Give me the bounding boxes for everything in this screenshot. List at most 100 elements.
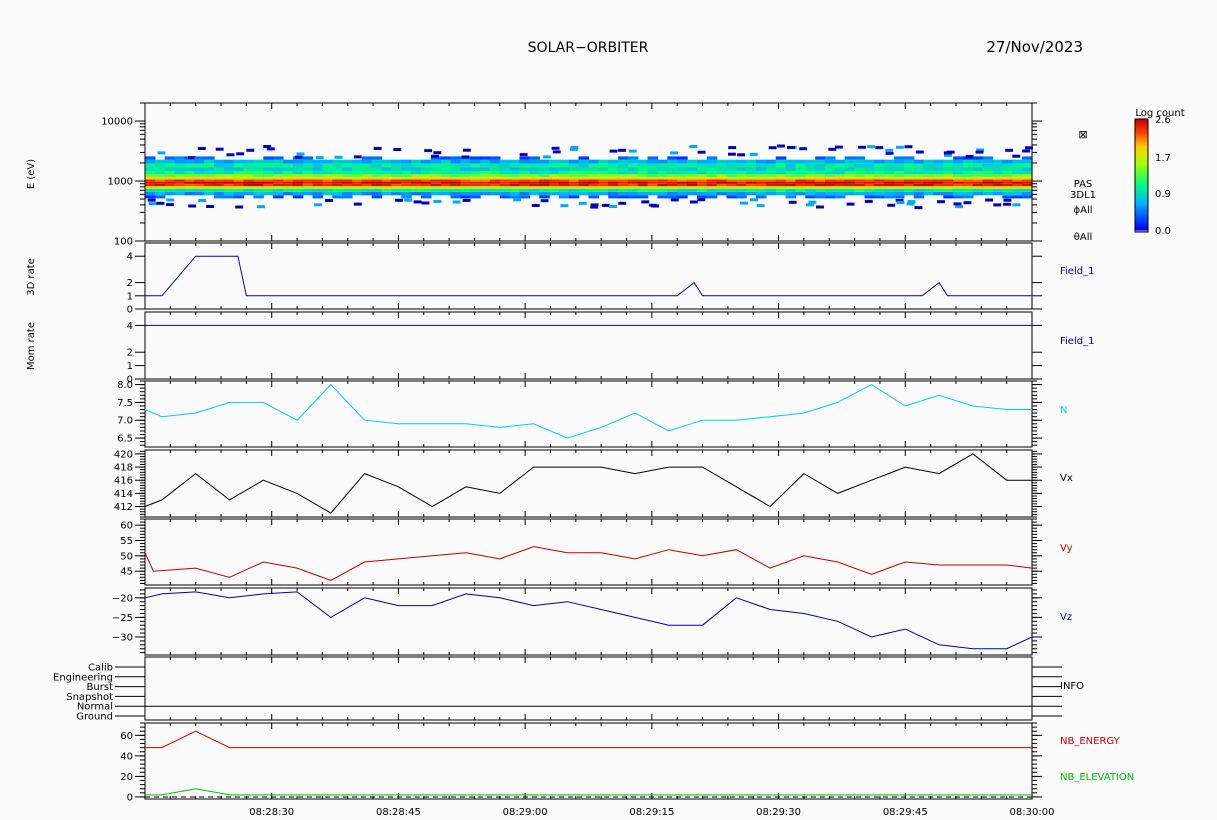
spectrogram-cell — [903, 171, 915, 175]
spectrogram-cell — [243, 191, 255, 196]
spectrogram-cell — [590, 205, 599, 209]
spectrogram-cell — [913, 191, 925, 196]
spectrogram-cell — [214, 181, 225, 184]
spectrogram-cell — [243, 179, 255, 182]
spectrogram-cell — [765, 186, 777, 189]
spectrogram-cell — [194, 156, 205, 160]
spectrogram-cell — [923, 183, 935, 187]
spectrogram-cell — [864, 188, 875, 192]
spectrogram-cell — [993, 203, 1002, 207]
spectrogram-cell — [825, 188, 836, 192]
spectrogram-cell — [775, 183, 787, 187]
spectrogram-cell — [489, 171, 501, 175]
spectrogram-cell — [884, 167, 895, 171]
spectrogram-cell — [204, 191, 215, 196]
spectrogram-cell — [184, 188, 195, 192]
series-label: Field_1 — [1060, 266, 1094, 277]
spectrogram-cell — [1002, 174, 1013, 177]
spectrogram-cell — [194, 179, 205, 182]
spectrogram-cell — [223, 195, 235, 199]
spectrogram-cell — [1022, 159, 1033, 164]
spectrogram-cell — [696, 191, 708, 196]
spectrogram-cell — [795, 167, 806, 171]
spectrogram-cell — [174, 159, 186, 164]
spectrogram-cell — [433, 151, 442, 155]
spectrogram-cell — [963, 191, 974, 196]
spectrogram-cell — [1022, 156, 1033, 160]
spectrogram-cell — [805, 191, 816, 196]
spectrogram-cell — [618, 174, 629, 177]
spectrogram-cell — [982, 191, 994, 196]
spectrogram-cell — [972, 174, 984, 177]
spectrogram-cell — [825, 156, 836, 160]
spectrogram-cell — [430, 188, 442, 192]
spectrogram-cell — [785, 181, 797, 184]
spectrogram-cell — [923, 191, 935, 196]
spectrogram-cell — [953, 186, 964, 189]
spectrogram-cell — [913, 167, 925, 171]
spectrogram-cell — [933, 177, 944, 180]
mom-rate-panel: 0 1 2 4 Mom rate Field_1 — [26, 311, 1094, 386]
spectrogram-cell — [874, 163, 885, 168]
spectrogram-cell — [884, 188, 895, 192]
spectrogram-cell — [874, 179, 885, 182]
spectrogram-cell — [174, 177, 186, 180]
spectrogram-cell — [696, 174, 708, 177]
spectrogram-cell — [884, 183, 895, 187]
spectrogram-cell — [963, 167, 974, 171]
spectrogram-cell — [233, 195, 245, 199]
spectrogram-cell — [588, 163, 599, 168]
spectrogram-cell — [854, 183, 866, 187]
spectrogram-cell — [1002, 167, 1013, 171]
spectrogram-cell — [283, 188, 294, 192]
spectrogram-cell — [867, 145, 875, 149]
spectrogram-cell — [164, 186, 176, 189]
y-tick-label: 414 — [114, 489, 133, 500]
spectrogram-cell — [145, 186, 156, 189]
spectrogram-cell — [815, 171, 826, 175]
spectrogram-cell — [462, 148, 471, 152]
spectrogram-cell — [480, 179, 491, 182]
spectrogram-cell — [440, 171, 452, 175]
spectrogram-cell — [292, 191, 304, 196]
spectrogram-cell — [953, 183, 964, 187]
spectrogram-cell — [411, 171, 422, 175]
spectrogram-cell — [519, 191, 530, 196]
spectrogram-cell — [641, 200, 650, 204]
spectrogram-cell — [608, 167, 619, 171]
panel-frame — [144, 656, 1033, 721]
spectrogram-cell — [430, 177, 442, 180]
spectrogram-cell — [982, 183, 994, 187]
spectrogram-cell — [657, 174, 668, 177]
spectrogram-cell — [381, 163, 392, 168]
spectrogram-cell — [726, 188, 737, 192]
spectrogram-cell — [430, 181, 442, 184]
spectrogram-cell — [808, 200, 817, 204]
spectrum-right-label: θAll — [1074, 232, 1093, 243]
spectrogram-cell — [982, 188, 994, 192]
spectrogram-cell — [854, 156, 866, 160]
spectrogram-cell — [283, 174, 294, 177]
spectrogram-cell — [489, 174, 501, 177]
spectrogram-cell — [411, 186, 422, 189]
spectrogram-cell — [815, 179, 826, 182]
spectrogram-cell — [154, 174, 166, 177]
spectrogram-cell — [430, 174, 442, 177]
spectrogram-cell — [302, 167, 314, 171]
spectrogram-cell — [440, 183, 452, 187]
spectrogram-cell — [716, 188, 728, 192]
spectrogram-cell — [670, 198, 679, 202]
spectrogram-cell — [825, 177, 836, 180]
panel-y-axis: 100 1000 10000 — [101, 102, 1042, 248]
spectrogram-cell — [558, 195, 570, 199]
spectrogram-cell — [529, 159, 540, 164]
y-tick-label: −30 — [112, 632, 133, 643]
spectrogram-cell — [805, 183, 816, 187]
spectrogram-cell — [430, 183, 442, 187]
spectrogram-cell — [913, 183, 925, 187]
spectrogram-cell — [953, 156, 964, 160]
spectrogram-cell — [834, 171, 846, 175]
spectrogram-cell — [706, 163, 718, 168]
spectrogram-cell — [342, 183, 353, 187]
spectrogram-cell — [943, 195, 954, 199]
